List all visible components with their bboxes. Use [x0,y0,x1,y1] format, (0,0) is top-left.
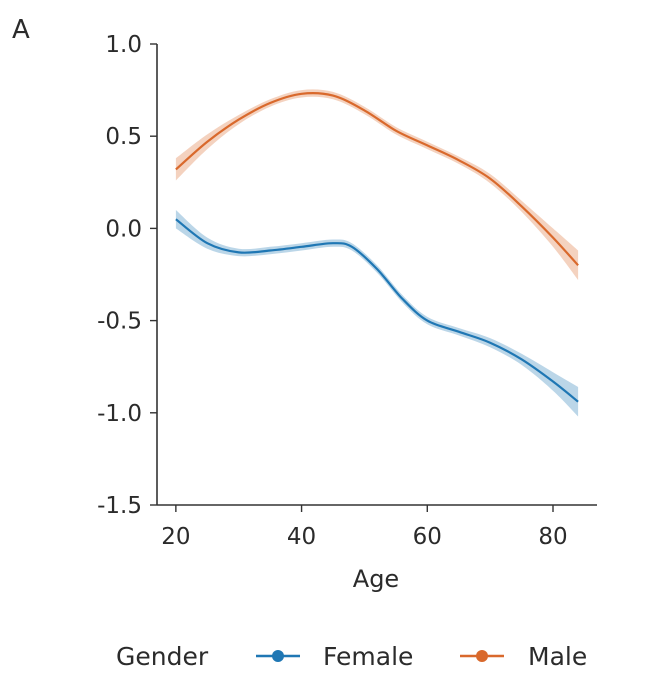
y-tick-label: -1.5 [97,493,142,519]
x-tick-label: 40 [287,524,316,550]
y-tick-label: 1.0 [105,32,142,58]
series-line-male [175,92,579,267]
legend-label-male: Male [528,642,587,671]
x-tick-label: 20 [161,524,190,550]
confidence-band-female [175,210,579,417]
legend-title: Gender [116,642,209,671]
y-ticks: 1.0 0.5 0.0 -0.5 -1.0 -1.5 [97,32,157,519]
legend-swatch-female-marker [272,650,284,662]
y-tick-label: 0.5 [105,124,142,150]
legend: Gender Female Male [116,642,587,671]
x-ticks: 20 40 60 80 [161,505,568,550]
y-tick-label: 0.0 [105,216,142,242]
panel-label: A [12,15,30,45]
y-tick-label: -1.0 [97,401,142,427]
x-tick-label: 60 [413,524,442,550]
x-axis-label: Age [353,565,399,593]
series-line-female [175,218,579,403]
y-tick-label: -0.5 [97,309,142,335]
legend-swatch-male-marker [476,650,488,662]
legend-label-female: Female [323,642,413,671]
series-lines [175,92,579,403]
x-tick-label: 80 [538,524,567,550]
